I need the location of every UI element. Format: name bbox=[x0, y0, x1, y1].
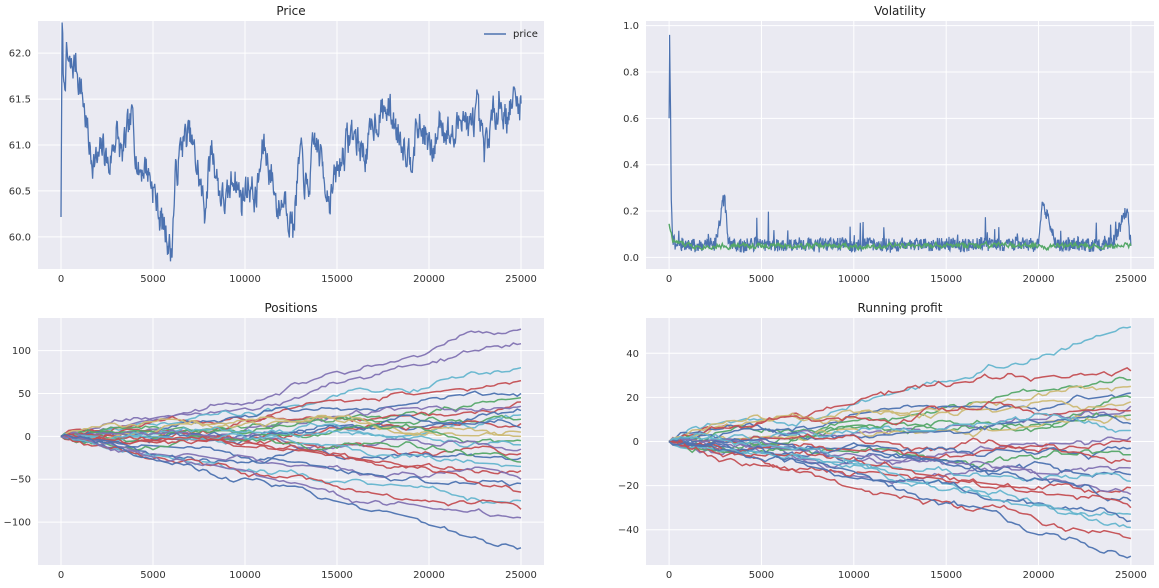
volatility-y-tick-label: 0.2 bbox=[623, 207, 639, 218]
volatility-x-tick-label: 25000 bbox=[1115, 274, 1147, 285]
price-y-tick-label: 61.0 bbox=[9, 141, 31, 152]
running-profit-series-line bbox=[669, 439, 1132, 540]
running-profit-series-layer bbox=[668, 326, 1132, 559]
positions-x-tick-label: 10000 bbox=[229, 570, 261, 581]
price-x-tick-label: 15000 bbox=[321, 274, 353, 285]
positions-series-line bbox=[60, 414, 522, 438]
price-x-tick-label: 25000 bbox=[505, 274, 537, 285]
positions-x-tick-label: 25000 bbox=[505, 570, 537, 581]
price-series-layer bbox=[60, 22, 522, 262]
price-panel: Price 0 5000 10000 15000 20000 25000 60.0 60.5 6… bbox=[9, 4, 544, 285]
positions-x-tick-label: 0 bbox=[58, 570, 64, 581]
running-profit-series-line bbox=[668, 413, 1131, 443]
positions-series-line bbox=[60, 431, 522, 468]
positions-series-line bbox=[60, 366, 522, 439]
price-legend-label: price bbox=[513, 29, 538, 40]
running-profit-title: Running profit bbox=[858, 301, 943, 315]
volatility-y-tick-label: 0.0 bbox=[623, 253, 639, 264]
positions-series-line bbox=[60, 342, 522, 438]
positions-panel: Positions 0 5000 10000 15000 20000 25000 −100 −… bbox=[4, 301, 544, 581]
running-profit-y-tick-label: 40 bbox=[626, 349, 639, 360]
running-profit-series-line bbox=[668, 440, 1131, 482]
positions-y-tick-label: 0 bbox=[25, 432, 31, 443]
running-profit-y-tick-label: −40 bbox=[618, 525, 639, 536]
positions-series-line bbox=[60, 433, 522, 550]
running-profit-x-tick-label: 10000 bbox=[838, 570, 870, 581]
volatility-y-tick-label: 0.4 bbox=[623, 160, 639, 171]
positions-series-line bbox=[60, 426, 522, 448]
volatility-x-tick-label: 15000 bbox=[930, 274, 962, 285]
running-profit-series-line bbox=[668, 440, 1131, 529]
volatility-title: Volatility bbox=[874, 4, 926, 18]
positions-title: Positions bbox=[265, 301, 318, 315]
positions-series-line bbox=[60, 328, 522, 439]
running-profit-panel: Running profit 0 5000 10000 15000 20000 25000… bbox=[618, 301, 1154, 581]
running-profit-series-line bbox=[668, 385, 1131, 445]
running-profit-x-tick-label: 25000 bbox=[1115, 570, 1147, 581]
volatility-x-tick-label: 5000 bbox=[749, 274, 774, 285]
positions-y-tick-label: 50 bbox=[18, 389, 31, 400]
volatility-plot-area bbox=[646, 21, 1154, 269]
positions-y-tick-label: −50 bbox=[10, 475, 31, 486]
running-profit-series-line bbox=[669, 413, 1132, 444]
running-profit-series-line bbox=[668, 438, 1131, 485]
positions-x-tick-label: 20000 bbox=[413, 570, 445, 581]
running-profit-x-tick-label: 5000 bbox=[749, 570, 774, 581]
running-profit-series-line bbox=[668, 440, 1132, 559]
running-profit-x-tick-label: 15000 bbox=[930, 570, 962, 581]
positions-x-tick-label: 15000 bbox=[321, 570, 353, 581]
price-y-tick-label: 60.5 bbox=[9, 186, 31, 197]
running-profit-series-line bbox=[668, 399, 1132, 443]
price-y-tick-label: 61.5 bbox=[9, 95, 31, 106]
positions-y-tick-label: −100 bbox=[4, 518, 31, 529]
positions-series-line bbox=[60, 433, 522, 493]
running-profit-y-tick-label: 20 bbox=[626, 393, 639, 404]
volatility-x-tick-label: 0 bbox=[666, 274, 672, 285]
running-profit-series-line bbox=[668, 433, 1131, 453]
volatility-y-tick-label: 0.6 bbox=[623, 114, 639, 125]
positions-y-tick-label: 100 bbox=[12, 346, 31, 357]
running-profit-series-line bbox=[668, 437, 1132, 502]
price-x-tick-label: 20000 bbox=[413, 274, 445, 285]
running-profit-y-tick-label: −20 bbox=[618, 481, 639, 492]
price-x-tick-label: 5000 bbox=[140, 274, 165, 285]
volatility-x-tick-label: 20000 bbox=[1023, 274, 1055, 285]
running-profit-series-line bbox=[668, 392, 1131, 443]
volatility-gridlines bbox=[646, 21, 1154, 269]
volatility-series-layer bbox=[668, 34, 1132, 253]
running-profit-y-tick-label: 0 bbox=[633, 437, 639, 448]
price-title: Price bbox=[276, 4, 305, 18]
positions-x-tick-label: 5000 bbox=[140, 570, 165, 581]
volatility-x-tick-label: 10000 bbox=[838, 274, 870, 285]
positions-series-line bbox=[60, 435, 522, 519]
volatility-average-line bbox=[668, 223, 1132, 252]
running-profit-series-line bbox=[668, 440, 1132, 509]
positions-series-line bbox=[60, 435, 522, 463]
price-legend: price bbox=[484, 29, 538, 40]
running-profit-x-tick-label: 20000 bbox=[1023, 570, 1055, 581]
price-y-tick-label: 62.0 bbox=[9, 49, 31, 60]
price-y-tick-label: 60.0 bbox=[9, 232, 31, 243]
positions-series-line bbox=[60, 434, 522, 480]
price-series-line bbox=[60, 22, 522, 262]
volatility-panel: Volatility 0 5000 10000 15000 20000 25000 0.0 0… bbox=[623, 4, 1154, 285]
volatility-y-tick-label: 0.8 bbox=[623, 67, 639, 78]
positions-series-layer bbox=[60, 328, 522, 550]
running-profit-gridlines bbox=[646, 318, 1154, 565]
price-x-tick-label: 10000 bbox=[229, 274, 261, 285]
price-x-tick-label: 0 bbox=[58, 274, 64, 285]
volatility-y-tick-label: 1.0 bbox=[623, 21, 639, 32]
price-gridlines bbox=[38, 21, 544, 269]
running-profit-x-tick-label: 0 bbox=[666, 570, 672, 581]
positions-series-line bbox=[60, 433, 522, 510]
